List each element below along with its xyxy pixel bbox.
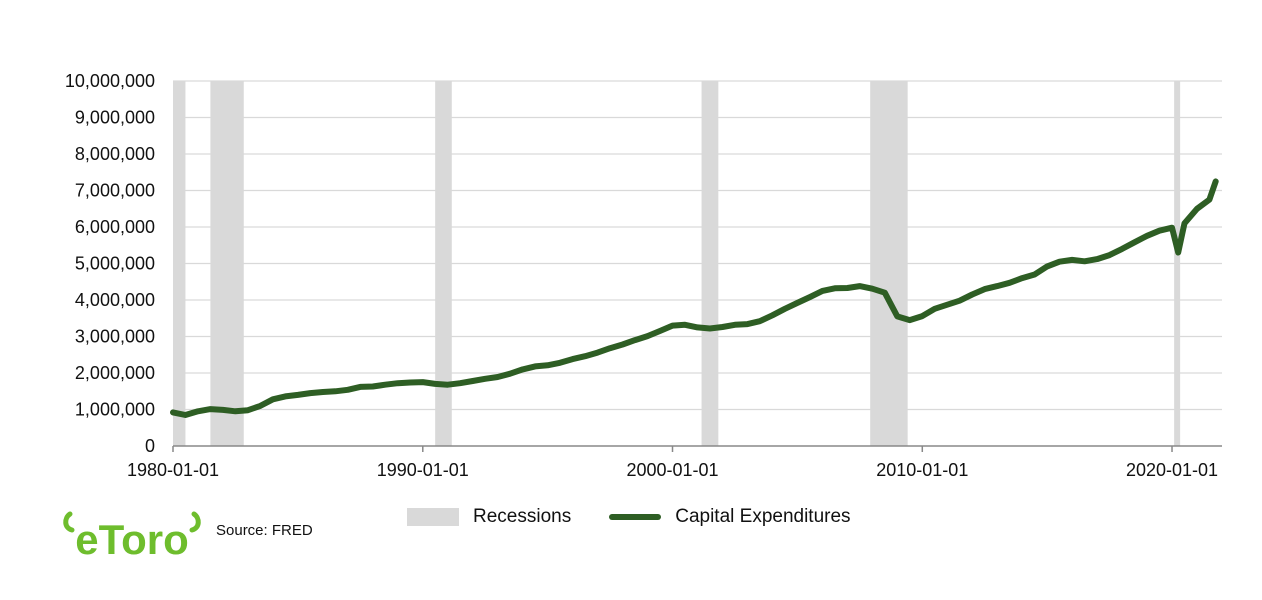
y-tick-label: 4,000,000 [75,290,155,310]
y-tick-label: 8,000,000 [75,144,155,164]
y-tick-label: 9,000,000 [75,108,155,128]
axes [172,445,1222,452]
legend: Recessions Capital Expenditures [407,504,851,530]
svg-text:eToro: eToro [75,516,189,560]
legend-series-swatch [609,514,662,520]
x-tick-label: 2010-01-01 [876,460,968,480]
y-tick-label: 5,000,000 [75,254,155,274]
legend-recessions-label: Recessions [473,506,572,527]
source-note: Source: FRED [216,522,313,539]
y-tick-label: 6,000,000 [75,217,155,237]
y-tick-labels: 0 1,000,000 2,000,000 3,000,000 4,000,000 5,0… [65,71,155,456]
y-tick-label: 10,000,000 [65,71,155,91]
series-line-capital-expenditures [170,178,1219,418]
y-tick-label: 7,000,000 [75,181,155,201]
x-tick-label: 2000-01-01 [626,460,718,480]
gridlines [173,80,1222,411]
etoro-logo: eToro [63,511,201,560]
y-tick-label: 1,000,000 [75,400,155,420]
x-tick-label: 2020-01-01 [1126,460,1218,480]
legend-series-label: Capital Expenditures [675,506,851,527]
y-tick-label: 0 [145,436,155,456]
x-tick-label: 1980-01-01 [127,460,219,480]
y-tick-label: 2,000,000 [75,363,155,383]
y-tick-label: 3,000,000 [75,327,155,347]
x-tick-labels: 1980-01-01 1990-01-01 2000-01-01 2010-01-01… [127,460,1218,480]
legend-recessions-swatch [407,508,459,526]
x-tick-label: 1990-01-01 [377,460,469,480]
series-lines [170,178,1219,418]
